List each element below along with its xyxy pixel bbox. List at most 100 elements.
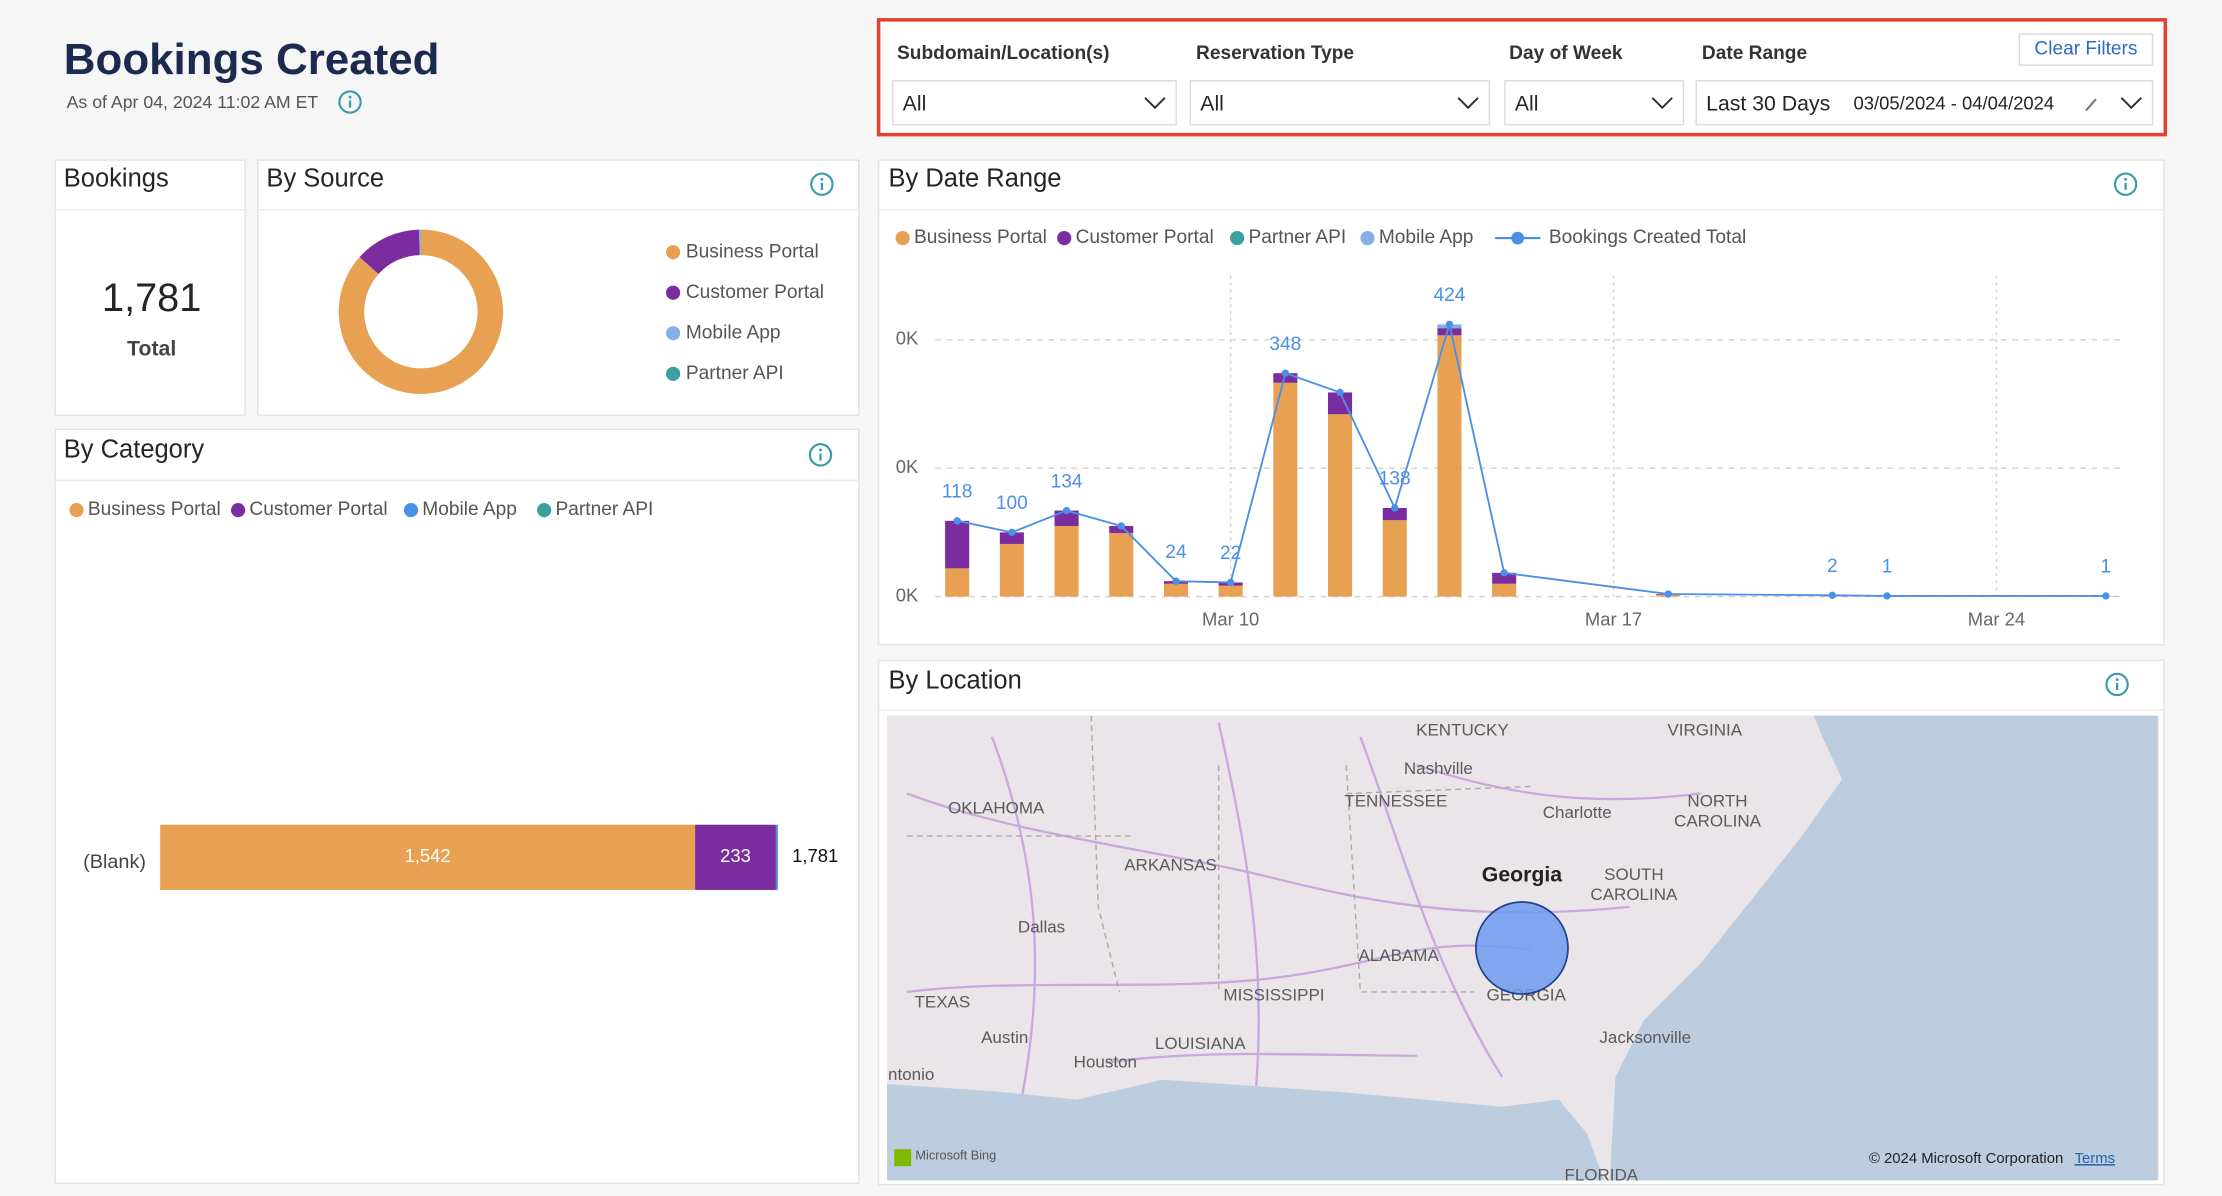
dropdown-box[interactable] [1695,80,2154,126]
data-label: 118 [942,482,973,503]
legend-label: Customer Portal [249,499,387,520]
map-label: CAROLINA [1674,811,1762,830]
legend-dot [537,503,552,518]
total-point [1008,528,1016,537]
dropdown-value: Last 30 Days [1706,91,1830,115]
chevron [1457,97,1479,110]
filter-dropdown[interactable]: All [1504,80,1685,126]
map-road [906,944,1531,994]
legend-dot [895,230,910,246]
info-circle [2105,672,2129,697]
y-tick-label: 0K [896,456,919,477]
data-label: 100 [996,493,1028,514]
map-label: Jacksonville [1599,1028,1691,1047]
bar-segment [1273,373,1298,383]
legend-label: Business Portal [686,241,819,262]
legend-dot [1057,230,1072,246]
category-panel [54,428,860,1184]
data-label: 1,542 [405,845,451,866]
map-road [990,736,1037,1106]
filter-label: Day of Week [1509,43,1623,64]
map-label: ALABAMA [1359,946,1440,965]
legend-dot [231,503,246,518]
kpi-label: Total [127,337,176,361]
edit-pencil [2085,98,2097,112]
legend-label: Bookings Created Total [1549,227,1746,248]
bar-segment [999,532,1024,544]
info-circle [810,172,834,196]
bar-segment [1218,585,1243,597]
x-tick-label: Mar 10 [1202,609,1259,630]
kpi-title: Bookings [64,165,169,193]
filter-label: Reservation Type [1196,43,1354,64]
map-road [1359,736,1504,1078]
map-border [906,715,1531,993]
filter-label: Date Range [1702,43,1807,64]
map-label: Houston [1074,1052,1137,1071]
legend-label: Mobile App [1379,227,1474,248]
kpi-value: 1,781 [102,276,201,320]
bar-segment [1328,414,1353,597]
panel-title: By Source [266,165,384,193]
legend-dot [403,503,419,518]
bar-segment [945,568,970,597]
info-icon [2113,172,2138,196]
info-dot [348,95,352,99]
total-point [2102,592,2110,600]
bar-segment [945,520,970,569]
bar-segment [1163,583,1189,597]
data-label: 233 [720,845,751,866]
map-label: ntonio [888,1065,934,1084]
data-label: 1 [1882,557,1893,578]
data-label: 2 [1827,556,1838,577]
data-label: 24 [1165,542,1187,563]
map-provider: Microsoft Bing [915,1148,996,1163]
map-label: Dallas [1018,918,1065,937]
map-label: OKLAHOMA [948,799,1045,818]
panel-title: By Date Range [889,165,1062,193]
data-label: 348 [1269,334,1301,355]
legend-dot [1360,230,1375,246]
total-label: 1,781 [792,845,838,866]
chevron [1144,97,1166,110]
legend-dot [666,326,681,341]
x-tick-label: Mar 24 [1968,609,2025,630]
dropdown-box[interactable] [1189,80,1491,126]
button-box[interactable] [2018,33,2154,66]
map-label: SOUTH [1604,865,1663,884]
y-tick-label: 0K [896,328,919,349]
panel-dividers [55,209,2164,711]
map-label: CAROLINA [1590,885,1678,904]
filter-dropdown[interactable]: All [1189,80,1491,126]
clear-filters-button[interactable]: Clear Filters [2018,33,2154,66]
bar-segment [1054,510,1079,526]
map-ocean [1609,715,2159,1181]
map-label: KENTUCKY [1416,721,1509,740]
filter-dropdown[interactable]: Last 30 Days 03/05/2024 - 04/04/2024 [1695,80,2154,126]
info-dot [2124,177,2128,181]
panel-title: By Location [889,666,1022,694]
dropdown-box[interactable] [1504,80,1685,126]
data-label: 138 [1379,469,1411,490]
map-terms[interactable]: Terms [2075,1151,2115,1167]
kpi-panel [54,159,246,416]
info-circle [2113,172,2138,196]
legend-label: Partner API [1248,227,1346,248]
legend-dot [666,366,681,381]
legend-label: Partner API [556,499,654,520]
dropdown-value: All [1515,91,1539,115]
map-label: Austin [981,1028,1028,1047]
map-bubble[interactable] [1475,901,1569,995]
bar-segment [160,824,696,890]
bar-segment [1054,525,1079,597]
total-point [1281,369,1290,377]
filter-dropdown[interactable]: All [892,80,1177,126]
bar-segment [1109,533,1134,597]
map-road [1416,764,1701,801]
map-label: MISSISSIPPI [1223,986,1324,1005]
total-point [1828,591,1837,599]
dropdown-box[interactable] [892,80,1177,126]
bar-segment [1437,328,1462,336]
map-label: LOUISIANA [1155,1034,1246,1053]
